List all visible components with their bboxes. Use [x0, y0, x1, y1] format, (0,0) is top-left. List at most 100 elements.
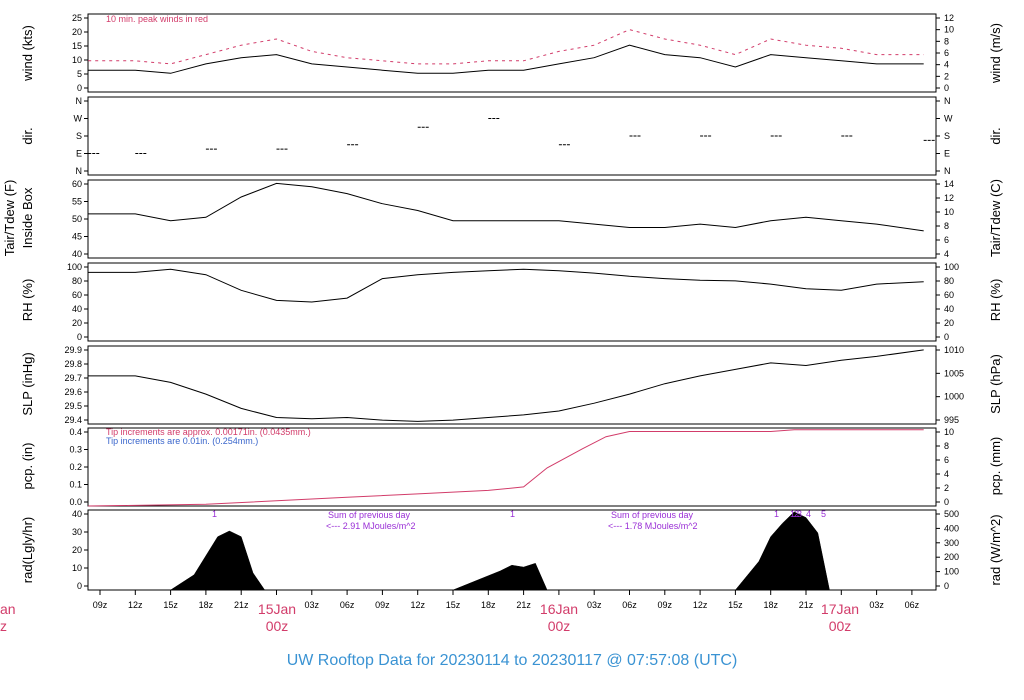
dir-ylabel-left: dir.: [20, 127, 35, 144]
temp-ylabel-left-1: Tair/Tdew (F): [2, 180, 17, 257]
rad-marker: 4: [806, 509, 811, 519]
y-tick-label: 29.7: [64, 373, 82, 383]
y-tick-label: 4: [944, 249, 949, 259]
y-tick-label: 12: [944, 13, 954, 23]
y-tick-label: 29.5: [64, 401, 82, 411]
y-tick-label: 0.3: [69, 445, 82, 455]
y-tick-label: 1000: [944, 392, 964, 402]
rad-marker: 2: [794, 509, 799, 519]
y-tick-label: 0.0: [69, 497, 82, 507]
y-tick-label: 40: [72, 509, 82, 519]
rad-marker: 3: [797, 509, 802, 519]
x-tick-label: 06z: [622, 600, 637, 610]
pcp-note-1: Tip increments are approx. 0.00171in. (0…: [106, 427, 311, 437]
panel-frames: [87, 13, 937, 591]
y-tick-label: 20: [944, 318, 954, 328]
y-tick-label: 50: [72, 214, 82, 224]
data-layer: [88, 29, 935, 591]
day-label: 15Jan: [258, 601, 296, 617]
y-tick-label: 40: [72, 249, 82, 259]
temp-series-line: [88, 182, 924, 232]
temp-ylabel-right: Tair/Tdew (C): [988, 179, 1003, 257]
rh-ylabel-right: RH (%): [988, 279, 1003, 322]
rad-sum2-line2: <--- 1.78 MJoules/m^2: [608, 521, 698, 531]
y-tick-label: 100: [944, 262, 959, 272]
y-tick-label: 29.9: [64, 345, 82, 355]
day-label: 17Jan: [821, 601, 859, 617]
y-tick-label: S: [944, 131, 950, 141]
y-tick-label: 20: [72, 318, 82, 328]
rad-marker: 1: [510, 509, 515, 519]
x-tick-label: 15z: [163, 600, 178, 610]
rh-ylabel-left: RH (%): [20, 279, 35, 322]
y-tick-label: 0.4: [69, 427, 82, 437]
y-tick-label: 0: [944, 332, 949, 342]
x-tick-label: 03z: [587, 600, 602, 610]
wind-ylabel-left: wind (kts): [20, 25, 35, 82]
x-tick-label: 03z: [869, 600, 884, 610]
x-tick-label: 06z: [340, 600, 355, 610]
wind-series-line: [88, 44, 924, 74]
y-tick-label: 10: [944, 25, 954, 35]
y-tick-label: 80: [72, 276, 82, 286]
y-tick-label: 6: [944, 455, 949, 465]
rad-marker: 1: [212, 509, 217, 519]
slp-series-line: [88, 349, 924, 422]
y-tick-label: 10: [72, 563, 82, 573]
y-tick-label: 100: [67, 262, 82, 272]
y-tick-label: 0.2: [69, 462, 82, 472]
day-hour-label: 00z: [266, 618, 289, 634]
y-tick-label: 1005: [944, 368, 964, 378]
y-tick-label: 8: [944, 441, 949, 451]
y-tick-label: 55: [72, 197, 82, 207]
y-tick-label: 200: [944, 552, 959, 562]
y-tick-label: 20: [72, 27, 82, 37]
x-tick-label: 18z: [199, 600, 214, 610]
y-tick-label: 1010: [944, 345, 964, 355]
rad-area: [169, 530, 266, 591]
y-tick-label: 10: [944, 207, 954, 217]
y-tick-label: 0: [77, 581, 82, 591]
y-tick-label: W: [74, 114, 83, 124]
day-hour-label: 00z: [548, 618, 571, 634]
x-tick-label: 06z: [905, 600, 920, 610]
y-tick-label: 60: [72, 179, 82, 189]
y-tick-label: 12: [944, 193, 954, 203]
y-tick-label: 300: [944, 538, 959, 548]
y-tick-label: 100: [944, 567, 959, 577]
rad-marker: 1: [774, 509, 779, 519]
y-tick-label: S: [76, 131, 82, 141]
wind-peak-series-line: [88, 29, 924, 65]
x-tick-label: 09z: [375, 600, 390, 610]
y-tick-label: 0.1: [69, 480, 82, 490]
x-axis-labels: 09z 12z 15z 18z 21z 03z 06z 09z 12z 15z 18z 21z 03z 0…: [93, 600, 920, 610]
rad-area: [734, 511, 830, 591]
y-tick-label: N: [76, 166, 83, 176]
left-edge-day: an: [0, 601, 16, 617]
y-tick-label: 10: [72, 55, 82, 65]
y-tick-label: 4: [944, 60, 949, 70]
y-tick-label: 2: [944, 71, 949, 81]
y-tick-label: 0: [944, 83, 949, 93]
y-tick-label: 6: [944, 235, 949, 245]
y-tick-label: 10: [944, 427, 954, 437]
x-tick-label: 09z: [93, 600, 108, 610]
temp-panel-frame: [87, 179, 937, 259]
y-tick-label: 2: [944, 483, 949, 493]
slp-ylabel-left: SLP (inHg): [20, 352, 35, 415]
y-tick-label: 5: [77, 69, 82, 79]
y-tick-label: 0: [77, 332, 82, 342]
y-tick-label: 995: [944, 415, 959, 425]
tick-marks: 2520151050121086420NWSENNWSEN60555045401…: [64, 13, 964, 595]
rad-marker: 5: [821, 509, 826, 519]
x-tick-label: 03z: [305, 600, 320, 610]
y-tick-label: E: [76, 149, 82, 159]
rad-area: [452, 562, 548, 591]
y-tick-label: N: [76, 96, 83, 106]
y-tick-label: 0: [77, 83, 82, 93]
y-tick-label: 14: [944, 179, 954, 189]
y-tick-label: 40: [72, 304, 82, 314]
dir-panel-frame: [87, 96, 937, 176]
dir-ylabel-right: dir.: [988, 127, 1003, 144]
